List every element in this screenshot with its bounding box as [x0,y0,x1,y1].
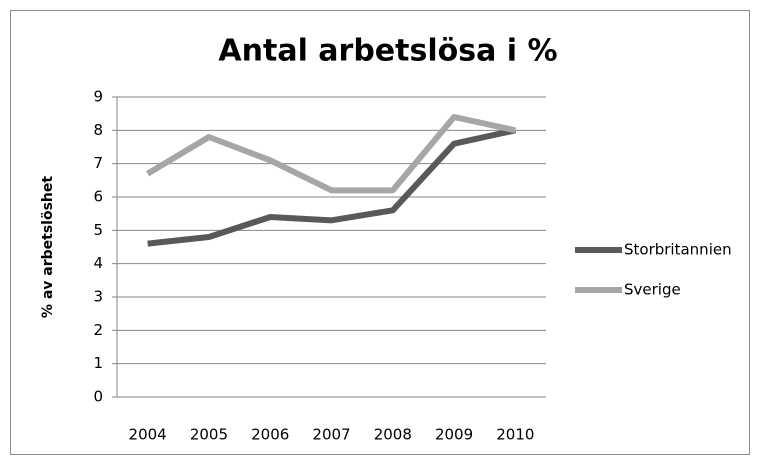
x-tick-label: 2009 [435,426,473,444]
y-tick-label: 9 [93,88,103,106]
y-tick-label: 0 [93,388,103,406]
y-axis-label: % av arbetslöshet [40,176,56,318]
x-tick-label: 2004 [129,426,167,444]
chart-title: Antal arbetslösa i % [218,34,557,69]
legend-label: Storbritannien [624,241,732,259]
y-tick-label: 3 [93,288,103,306]
x-tick-label: 2010 [496,426,534,444]
chart-border [10,10,750,455]
series-line [147,127,516,247]
x-tick-label: 2006 [251,426,289,444]
x-tick-label: 2008 [374,426,412,444]
legend-label: Sverige [624,281,681,299]
y-tick-label: 8 [93,121,103,139]
y-tick-label: 5 [93,221,103,239]
x-tick-label: 2005 [190,426,228,444]
y-tick-label: 2 [93,321,103,339]
series-line [146,114,516,194]
y-tick-label: 7 [93,154,103,172]
y-tick-label: 6 [93,188,103,206]
y-tick-label: 4 [93,254,103,272]
x-tick-label: 2007 [312,426,350,444]
y-tick-label: 1 [93,354,103,372]
